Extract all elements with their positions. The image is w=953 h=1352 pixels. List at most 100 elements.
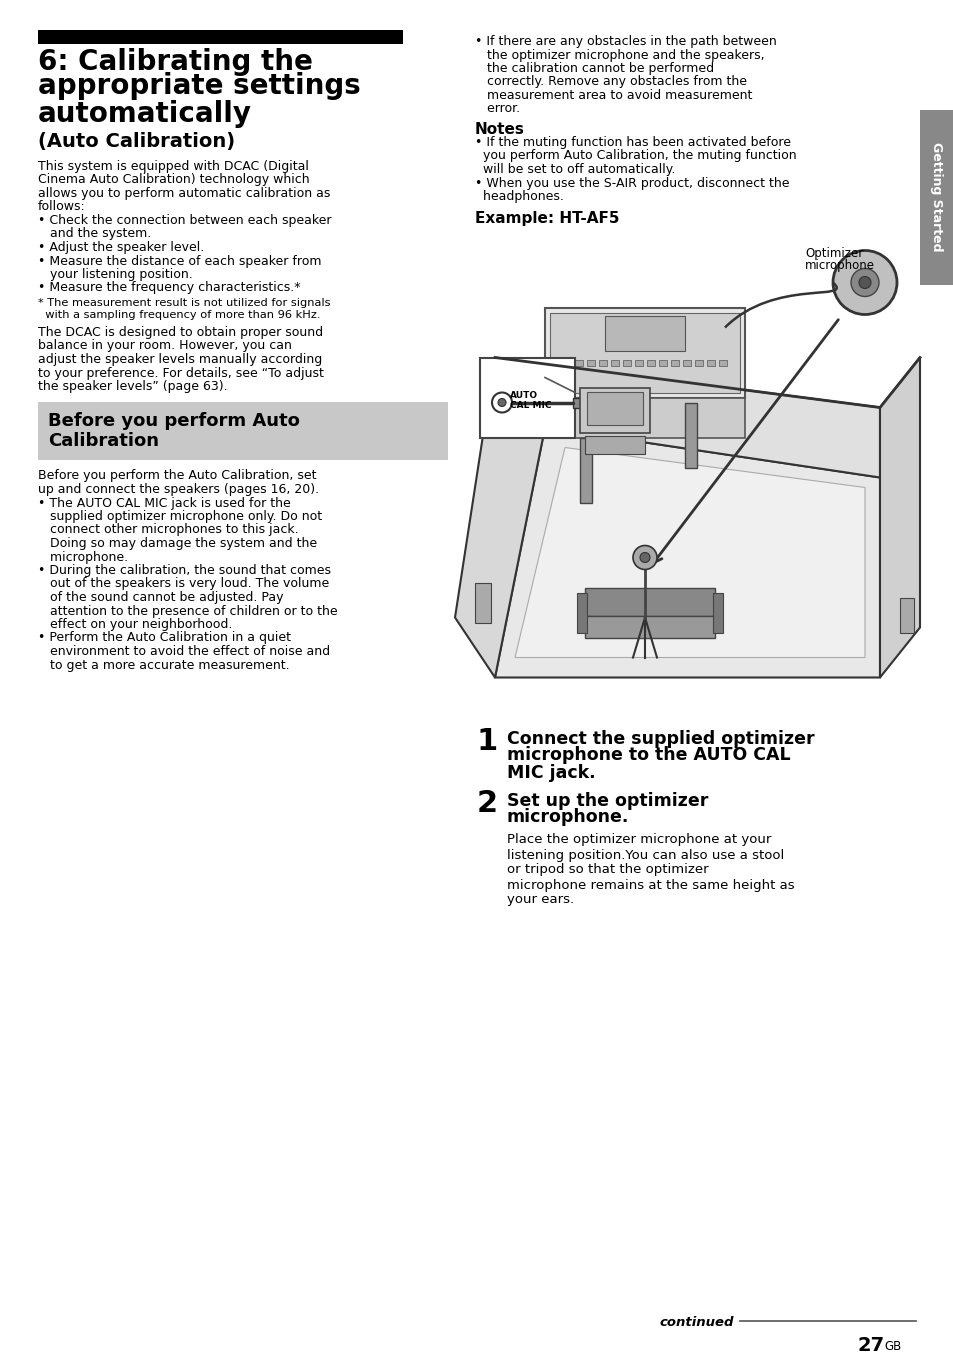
Text: automatically: automatically — [38, 100, 252, 128]
Polygon shape — [455, 357, 544, 677]
Text: • Adjust the speaker level.: • Adjust the speaker level. — [38, 241, 204, 254]
Bar — [544, 307, 744, 397]
Text: environment to avoid the effect of noise and: environment to avoid the effect of noise… — [38, 645, 330, 658]
Text: and the system.: and the system. — [38, 227, 152, 241]
Bar — [584, 615, 714, 638]
Text: Optimizer: Optimizer — [804, 247, 862, 261]
Text: Cinema Auto Calibration) technology which: Cinema Auto Calibration) technology whic… — [38, 173, 310, 187]
Text: 27: 27 — [857, 1336, 884, 1352]
Text: The DCAC is designed to obtain proper sound: The DCAC is designed to obtain proper so… — [38, 326, 323, 339]
Text: error.: error. — [475, 103, 519, 115]
Text: the calibration cannot be performed: the calibration cannot be performed — [475, 62, 714, 74]
Text: Connect the supplied optimizer: Connect the supplied optimizer — [506, 730, 814, 748]
Text: out of the speakers is very loud. The volume: out of the speakers is very loud. The vo… — [38, 577, 329, 591]
Bar — [475, 583, 491, 622]
Text: Before you perform Auto: Before you perform Auto — [48, 411, 299, 430]
Bar — [695, 360, 702, 365]
Bar — [584, 588, 714, 615]
Text: 1: 1 — [476, 727, 497, 757]
Polygon shape — [495, 357, 879, 477]
Bar — [604, 315, 684, 350]
Text: microphone: microphone — [804, 260, 874, 273]
Text: appropriate settings: appropriate settings — [38, 72, 360, 100]
Text: to get a more accurate measurement.: to get a more accurate measurement. — [38, 658, 290, 672]
Text: your listening position.: your listening position. — [38, 268, 193, 281]
Polygon shape — [515, 448, 864, 657]
Bar — [659, 360, 666, 365]
Text: correctly. Remove any obstacles from the: correctly. Remove any obstacles from the — [475, 76, 746, 88]
Text: Doing so may damage the system and the: Doing so may damage the system and the — [38, 537, 316, 550]
Text: balance in your room. However, you can: balance in your room. However, you can — [38, 339, 292, 353]
Bar — [670, 360, 679, 365]
Polygon shape — [879, 357, 919, 677]
Bar — [719, 360, 726, 365]
Bar — [38, 402, 448, 460]
Bar — [584, 435, 644, 453]
Bar — [919, 110, 953, 285]
Text: headphones.: headphones. — [475, 191, 563, 203]
Circle shape — [850, 269, 878, 296]
Text: GB: GB — [883, 1340, 901, 1352]
Text: follows:: follows: — [38, 200, 86, 214]
Text: • Measure the frequency characteristics.*: • Measure the frequency characteristics.… — [38, 281, 300, 295]
Bar — [682, 360, 690, 365]
Text: measurement area to avoid measurement: measurement area to avoid measurement — [475, 89, 752, 101]
Text: up and connect the speakers (pages 16, 20).: up and connect the speakers (pages 16, 2… — [38, 483, 319, 496]
Bar — [706, 360, 714, 365]
Text: or tripod so that the optimizer: or tripod so that the optimizer — [506, 864, 708, 876]
Bar — [586, 360, 595, 365]
Text: with a sampling frequency of more than 96 kHz.: with a sampling frequency of more than 9… — [38, 310, 320, 320]
Text: effect on your neighborhood.: effect on your neighborhood. — [38, 618, 233, 631]
Bar — [590, 399, 602, 406]
Text: • Measure the distance of each speaker from: • Measure the distance of each speaker f… — [38, 254, 321, 268]
Bar — [712, 592, 722, 633]
Text: listening position.You can also use a stool: listening position.You can also use a st… — [506, 849, 783, 861]
Text: Getting Started: Getting Started — [929, 142, 943, 251]
Text: • If the muting function has been activated before: • If the muting function has been activa… — [475, 137, 790, 149]
Text: AUTO: AUTO — [510, 392, 537, 400]
Text: adjust the speaker levels manually according: adjust the speaker levels manually accor… — [38, 353, 322, 366]
Text: • Perform the Auto Calibration in a quiet: • Perform the Auto Calibration in a quie… — [38, 631, 291, 645]
Circle shape — [492, 392, 512, 412]
Text: CAL MIC: CAL MIC — [510, 402, 551, 411]
Text: 6: Calibrating the: 6: Calibrating the — [38, 49, 313, 76]
Text: attention to the presence of children or to the: attention to the presence of children or… — [38, 604, 337, 618]
Text: microphone to the AUTO CAL: microphone to the AUTO CAL — [506, 746, 790, 764]
Polygon shape — [495, 427, 879, 677]
Bar — [479, 357, 575, 438]
Text: will be set to off automatically.: will be set to off automatically. — [475, 164, 675, 176]
Text: you perform Auto Calibration, the muting function: you perform Auto Calibration, the muting… — [475, 150, 796, 162]
Bar — [577, 592, 586, 633]
Text: supplied optimizer microphone only. Do not: supplied optimizer microphone only. Do n… — [38, 510, 322, 523]
Text: Example: HT-AF5: Example: HT-AF5 — [475, 211, 618, 227]
Text: Before you perform the Auto Calibration, set: Before you perform the Auto Calibration,… — [38, 469, 316, 483]
Text: MIC jack.: MIC jack. — [506, 764, 595, 781]
Text: of the sound cannot be adjusted. Pay: of the sound cannot be adjusted. Pay — [38, 591, 283, 604]
Bar — [575, 360, 582, 365]
Bar — [579, 388, 649, 433]
Text: allows you to perform automatic calibration as: allows you to perform automatic calibrat… — [38, 187, 330, 200]
Bar — [544, 397, 744, 438]
Bar — [586, 392, 642, 425]
Text: the optimizer microphone and the speakers,: the optimizer microphone and the speaker… — [475, 49, 763, 61]
Bar — [573, 397, 593, 407]
Text: This system is equipped with DCAC (Digital: This system is equipped with DCAC (Digit… — [38, 160, 309, 173]
Text: • If there are any obstacles in the path between: • If there are any obstacles in the path… — [475, 35, 776, 49]
Bar — [646, 360, 655, 365]
Text: connect other microphones to this jack.: connect other microphones to this jack. — [38, 523, 298, 537]
Bar — [600, 400, 608, 404]
Text: Set up the optimizer: Set up the optimizer — [506, 791, 708, 810]
Circle shape — [639, 553, 649, 562]
Bar — [579, 438, 592, 503]
Text: to your preference. For details, see “To adjust: to your preference. For details, see “To… — [38, 366, 323, 380]
Circle shape — [832, 250, 896, 315]
Bar — [684, 403, 697, 468]
Text: microphone.: microphone. — [506, 808, 629, 826]
Bar — [550, 312, 740, 392]
Text: Notes: Notes — [475, 122, 524, 137]
Circle shape — [633, 545, 657, 569]
Bar — [622, 360, 630, 365]
Text: continued: continued — [659, 1315, 734, 1329]
Text: • The AUTO CAL MIC jack is used for the: • The AUTO CAL MIC jack is used for the — [38, 496, 291, 510]
Circle shape — [497, 399, 505, 407]
